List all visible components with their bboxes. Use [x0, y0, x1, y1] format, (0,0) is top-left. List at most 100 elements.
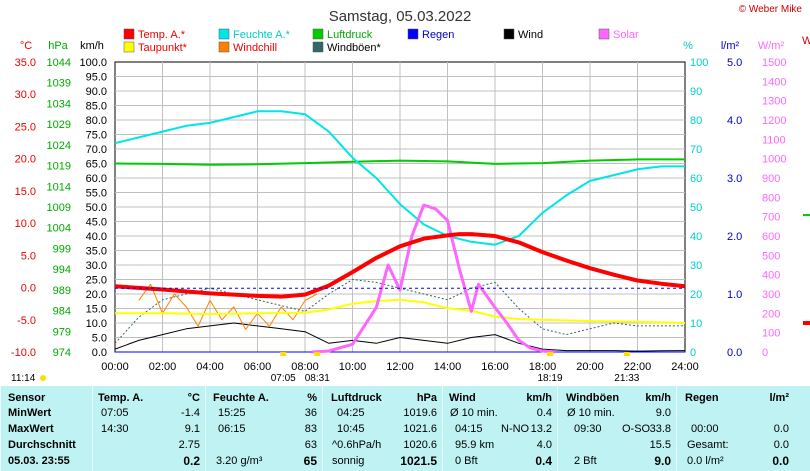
statistics-table: Sensor MinWert MaxWert Durchschnitt 05.0… [0, 386, 810, 471]
col-gust: Windböen km/h Ø 10 min. 9.0 09:30 O-SO 3… [557, 386, 677, 471]
sun-events: 11:14 07:05 08:31 18:19 21:33 [11, 352, 640, 384]
series-wind [114, 322, 686, 352]
col-humidity: Feuchte A. % 15:25 36 06:15 83 63 3.20 g… [205, 386, 323, 471]
press-header: Luftdruck [331, 392, 382, 404]
rain-tick-label: 5.0 [727, 57, 742, 69]
col-sensor: Sensor MinWert MaxWert Durchschnitt 05.0… [0, 386, 93, 471]
rain-tick-label: 0.0 [727, 347, 742, 359]
rain-tick-label: 2.0 [727, 231, 742, 243]
humidity-tick-label: 30 [690, 260, 702, 272]
wind-tick-label: 20.0 [86, 289, 107, 301]
rain-tick-label: 4.0 [727, 115, 742, 127]
series-layer [114, 110, 686, 354]
temp-unit: °C [187, 392, 200, 404]
legend-label: Feuchte A.* [233, 29, 291, 41]
solar-tick-label: 300 [762, 289, 780, 301]
gust-min-value: 9.0 [655, 407, 671, 419]
solar-tick-label: 500 [762, 250, 780, 262]
humidity-tick-label: 70 [690, 144, 702, 156]
solar-tick-label: 1500 [762, 57, 786, 69]
axis-ticks: 100.095.090.085.080.075.070.065.060.055.… [11, 57, 787, 373]
wind-tick-label: 10.0 [86, 318, 107, 330]
sensor-header: Sensor [8, 392, 46, 404]
temp-tick-label: 30.0 [15, 89, 36, 101]
time-tick-label: 02:00 [149, 361, 177, 373]
time-tick-label: 24:00 [671, 361, 699, 373]
grid [115, 62, 685, 352]
press-current-value: 1021.5 [400, 454, 437, 468]
hum-current-value: 65 [303, 454, 317, 468]
temp-unit-label: °C [20, 40, 32, 52]
gust-max-direction: O-SO [622, 423, 651, 435]
time-tick-label: 22:00 [624, 361, 652, 373]
series-temp-a [114, 232, 686, 299]
wind-tick-label: 25.0 [86, 275, 107, 287]
wind-distance: 95.9 km [455, 439, 495, 451]
wind-tick-label: 90.0 [86, 86, 107, 98]
pressure-tick-label: 1034 [47, 98, 71, 110]
gust-current-value: 9.0 [654, 454, 671, 468]
solar-tick-label: 900 [762, 173, 780, 185]
wind-tick-label: 0.0 [92, 347, 107, 359]
sun-marker-icon [280, 352, 287, 356]
rain-unit: l/m² [769, 392, 789, 404]
hum-min-value: 36 [304, 407, 317, 419]
time-tick-label: 06:00 [244, 361, 272, 373]
humidity-tick-label: 60 [690, 173, 702, 185]
time-tick-label: 16:00 [481, 361, 509, 373]
col-temp: Temp. A. °C 07:05 -1.4 14:30 9.1 2.75 0.… [92, 386, 206, 471]
rain-total-label: Gesamt: [687, 439, 729, 451]
press-max-time: 10:45 [337, 423, 365, 435]
hum-unit: % [307, 392, 317, 404]
rain-tick-label: 1.0 [727, 289, 742, 301]
temp-tick-label: 5.0 [21, 250, 36, 262]
wind-tick-label: 70.0 [86, 144, 107, 156]
solar-tick-label: 1200 [762, 115, 786, 127]
time-tick-label: 12:00 [386, 361, 414, 373]
solar-tick-label: 400 [762, 270, 780, 282]
legend-label: Taupunkt* [138, 42, 188, 54]
sun-icon [40, 375, 46, 381]
temp-tick-label: -5.0 [17, 315, 36, 327]
series-luftdruck [114, 158, 685, 166]
temp-min-time: 07:05 [101, 407, 129, 419]
rain-max-value: 0.0 [773, 423, 789, 435]
wind-header: Wind [449, 392, 476, 404]
time-tick-label: 14:00 [434, 361, 462, 373]
press-trend: ^0.6hPa/h [332, 439, 382, 451]
temp-tick-label: 15.0 [15, 186, 36, 198]
legend-label: Solar [613, 29, 639, 41]
wind-tick-label: 15.0 [86, 304, 107, 316]
solar-tick-label: 100 [762, 328, 780, 340]
sun-marker-icon [623, 352, 630, 356]
wind-beaufort: 0 Bft [455, 455, 478, 467]
wind-tick-label: 55.0 [86, 188, 107, 200]
legend: Temp. A.* Feuchte A.* Luftdruck Regen Wind So… [123, 28, 639, 54]
legend-swatch [218, 28, 230, 40]
wind-min-label: Ø 10 min. [450, 407, 498, 419]
gust-unit: km/h [645, 392, 671, 404]
humidity-tick-label: 20 [690, 289, 702, 301]
solar-tick-label: 600 [762, 231, 780, 243]
wind-tick-label: 75.0 [86, 130, 107, 142]
legend-swatch [598, 28, 610, 40]
row-min-label: MinWert [8, 407, 52, 419]
pressure-tick-label: 999 [53, 243, 71, 255]
temp-min-value: -1.4 [181, 407, 200, 419]
temp-current-value: 0.2 [183, 454, 200, 468]
solar-tick-label: 800 [762, 192, 780, 204]
wind-max-value: 13.2 [530, 423, 552, 435]
pressure-tick-label: 1009 [47, 202, 71, 214]
moon-left-label: 11:14 [11, 373, 36, 384]
legend-label: Wind [518, 29, 543, 41]
col-pressure: Luftdruck hPa 04:25 1019.6 10:45 1021.6 … [322, 386, 443, 471]
weather-chart: Samstag, 05.03.2022 Temp. A.* Feuchte A.*… [11, 8, 810, 384]
series-solar [312, 203, 555, 354]
wind-tick-label: 45.0 [86, 217, 107, 229]
stray-w-label: W [802, 35, 810, 47]
wind-tick-label: 35.0 [86, 246, 107, 258]
gust-beaufort: 2 Bft [574, 455, 597, 467]
solar-tick-label: 1300 [762, 96, 786, 108]
series-feuchte-a [114, 110, 685, 246]
pressure-tick-label: 1029 [47, 119, 71, 131]
